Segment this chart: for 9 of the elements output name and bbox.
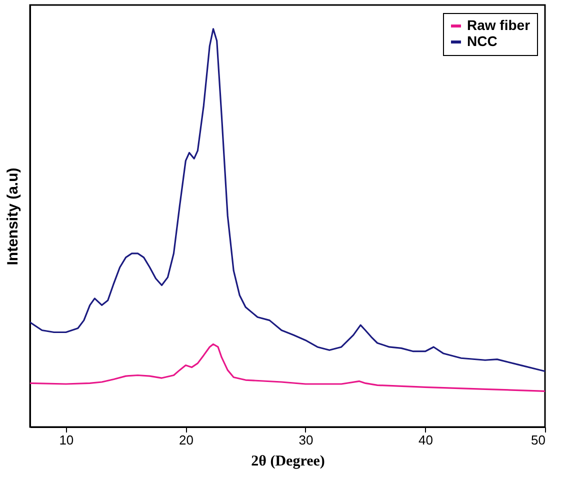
legend-label: NCC: [467, 33, 498, 49]
x-tick-label: 10: [59, 432, 74, 448]
x-tick-label: 30: [298, 432, 314, 448]
x-tick-label: 20: [178, 432, 194, 448]
x-axis-title: 2θ (Degree): [251, 454, 325, 470]
x-tick-label: 40: [418, 432, 433, 448]
legend-label: Raw fiber: [467, 17, 531, 33]
y-axis-title: Intensity (a.u): [4, 168, 22, 266]
x-tick-label: 50: [531, 432, 546, 448]
